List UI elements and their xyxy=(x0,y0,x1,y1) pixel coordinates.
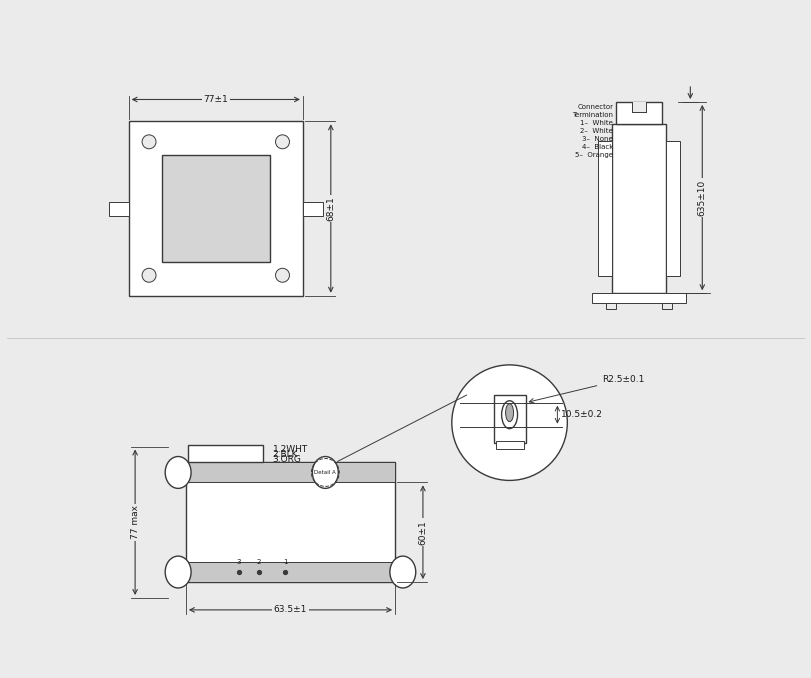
Bar xyxy=(494,395,526,443)
Bar xyxy=(606,303,616,309)
Text: 60±1: 60±1 xyxy=(418,520,427,544)
Ellipse shape xyxy=(165,456,191,488)
Bar xyxy=(616,102,662,124)
Bar xyxy=(188,445,263,462)
Bar xyxy=(667,141,680,276)
Ellipse shape xyxy=(505,403,513,422)
Bar xyxy=(303,201,323,216)
Text: 77±1: 77±1 xyxy=(204,95,228,104)
Bar xyxy=(186,462,395,582)
Text: 1.2WHT: 1.2WHT xyxy=(272,445,308,454)
Text: 63.5±1: 63.5±1 xyxy=(274,605,307,614)
Circle shape xyxy=(142,135,156,148)
Circle shape xyxy=(452,365,568,481)
Text: 2–  White: 2– White xyxy=(581,128,613,134)
Bar xyxy=(129,121,303,296)
Text: Termination: Termination xyxy=(572,112,613,118)
Text: 10.5±0.2: 10.5±0.2 xyxy=(561,410,603,419)
Circle shape xyxy=(276,268,290,282)
Text: R2.5±0.1: R2.5±0.1 xyxy=(530,375,645,403)
Text: 4–  Black: 4– Black xyxy=(581,144,613,150)
Text: 2.BLK: 2.BLK xyxy=(272,450,298,459)
Bar xyxy=(186,462,395,483)
Ellipse shape xyxy=(165,556,191,588)
Text: 3: 3 xyxy=(237,559,241,565)
Circle shape xyxy=(276,135,290,148)
Text: 3–  None: 3– None xyxy=(582,136,613,142)
Text: 635±10: 635±10 xyxy=(697,180,706,216)
Bar xyxy=(109,201,129,216)
Bar xyxy=(598,141,611,276)
Text: 5–  Orange: 5– Orange xyxy=(575,152,613,158)
Ellipse shape xyxy=(390,556,416,588)
Ellipse shape xyxy=(312,456,338,488)
Ellipse shape xyxy=(502,401,517,428)
Bar xyxy=(162,155,269,262)
Text: Connector: Connector xyxy=(577,104,613,110)
Text: Detail A: Detail A xyxy=(315,470,337,475)
Bar xyxy=(611,124,667,293)
Text: 1: 1 xyxy=(283,559,288,565)
Text: 68±1: 68±1 xyxy=(326,196,335,221)
Bar xyxy=(186,562,395,582)
Bar xyxy=(592,293,686,303)
Text: 2: 2 xyxy=(256,559,261,565)
Text: 1–  White: 1– White xyxy=(581,120,613,126)
Bar xyxy=(632,102,646,112)
Bar xyxy=(662,303,672,309)
Text: 3.ORG: 3.ORG xyxy=(272,456,302,464)
Bar xyxy=(496,441,524,449)
Text: 77 max: 77 max xyxy=(131,505,139,539)
Circle shape xyxy=(142,268,156,282)
